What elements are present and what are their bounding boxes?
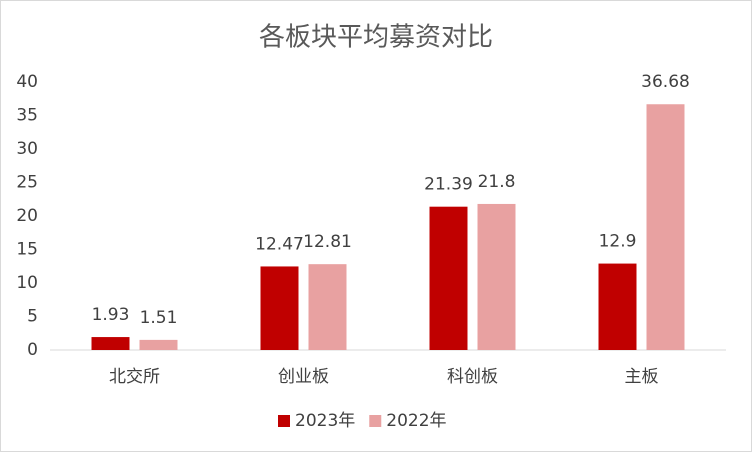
y-tick-label: 35 [16,106,38,126]
bar [139,339,178,350]
bar [308,264,347,350]
bar [598,263,637,350]
data-label: 36.68 [641,72,690,92]
bar [477,203,516,350]
bar [260,266,299,350]
bar [429,206,468,350]
data-label: 1.51 [140,308,178,328]
legend-label: 2023年 [295,411,355,431]
bar [646,104,685,350]
y-tick-label: 30 [16,139,38,159]
y-tick-label: 20 [16,206,38,226]
y-tick-label: 5 [27,307,38,327]
data-label: 12.81 [303,232,352,252]
x-tick-label: 北交所 [109,367,160,387]
legend-label: 2022年 [386,411,446,431]
x-tick-label: 主板 [625,367,659,387]
data-label: 21.8 [478,172,516,192]
data-label: 21.39 [424,175,473,195]
data-label: 12.47 [255,234,304,254]
chart-title: 各板块平均募资对比 [259,23,493,53]
x-tick-label: 科创板 [447,367,498,387]
legend-swatch [369,415,382,427]
y-tick-label: 25 [16,173,38,193]
y-tick-label: 0 [27,340,38,360]
x-tick-label: 创业板 [278,367,329,387]
y-tick-label: 10 [16,273,38,293]
data-label: 12.9 [599,232,637,252]
y-tick-label: 15 [16,240,38,260]
bar [91,337,130,350]
legend-swatch [278,415,290,427]
data-label: 1.93 [92,305,130,325]
y-tick-label: 40 [16,72,38,92]
